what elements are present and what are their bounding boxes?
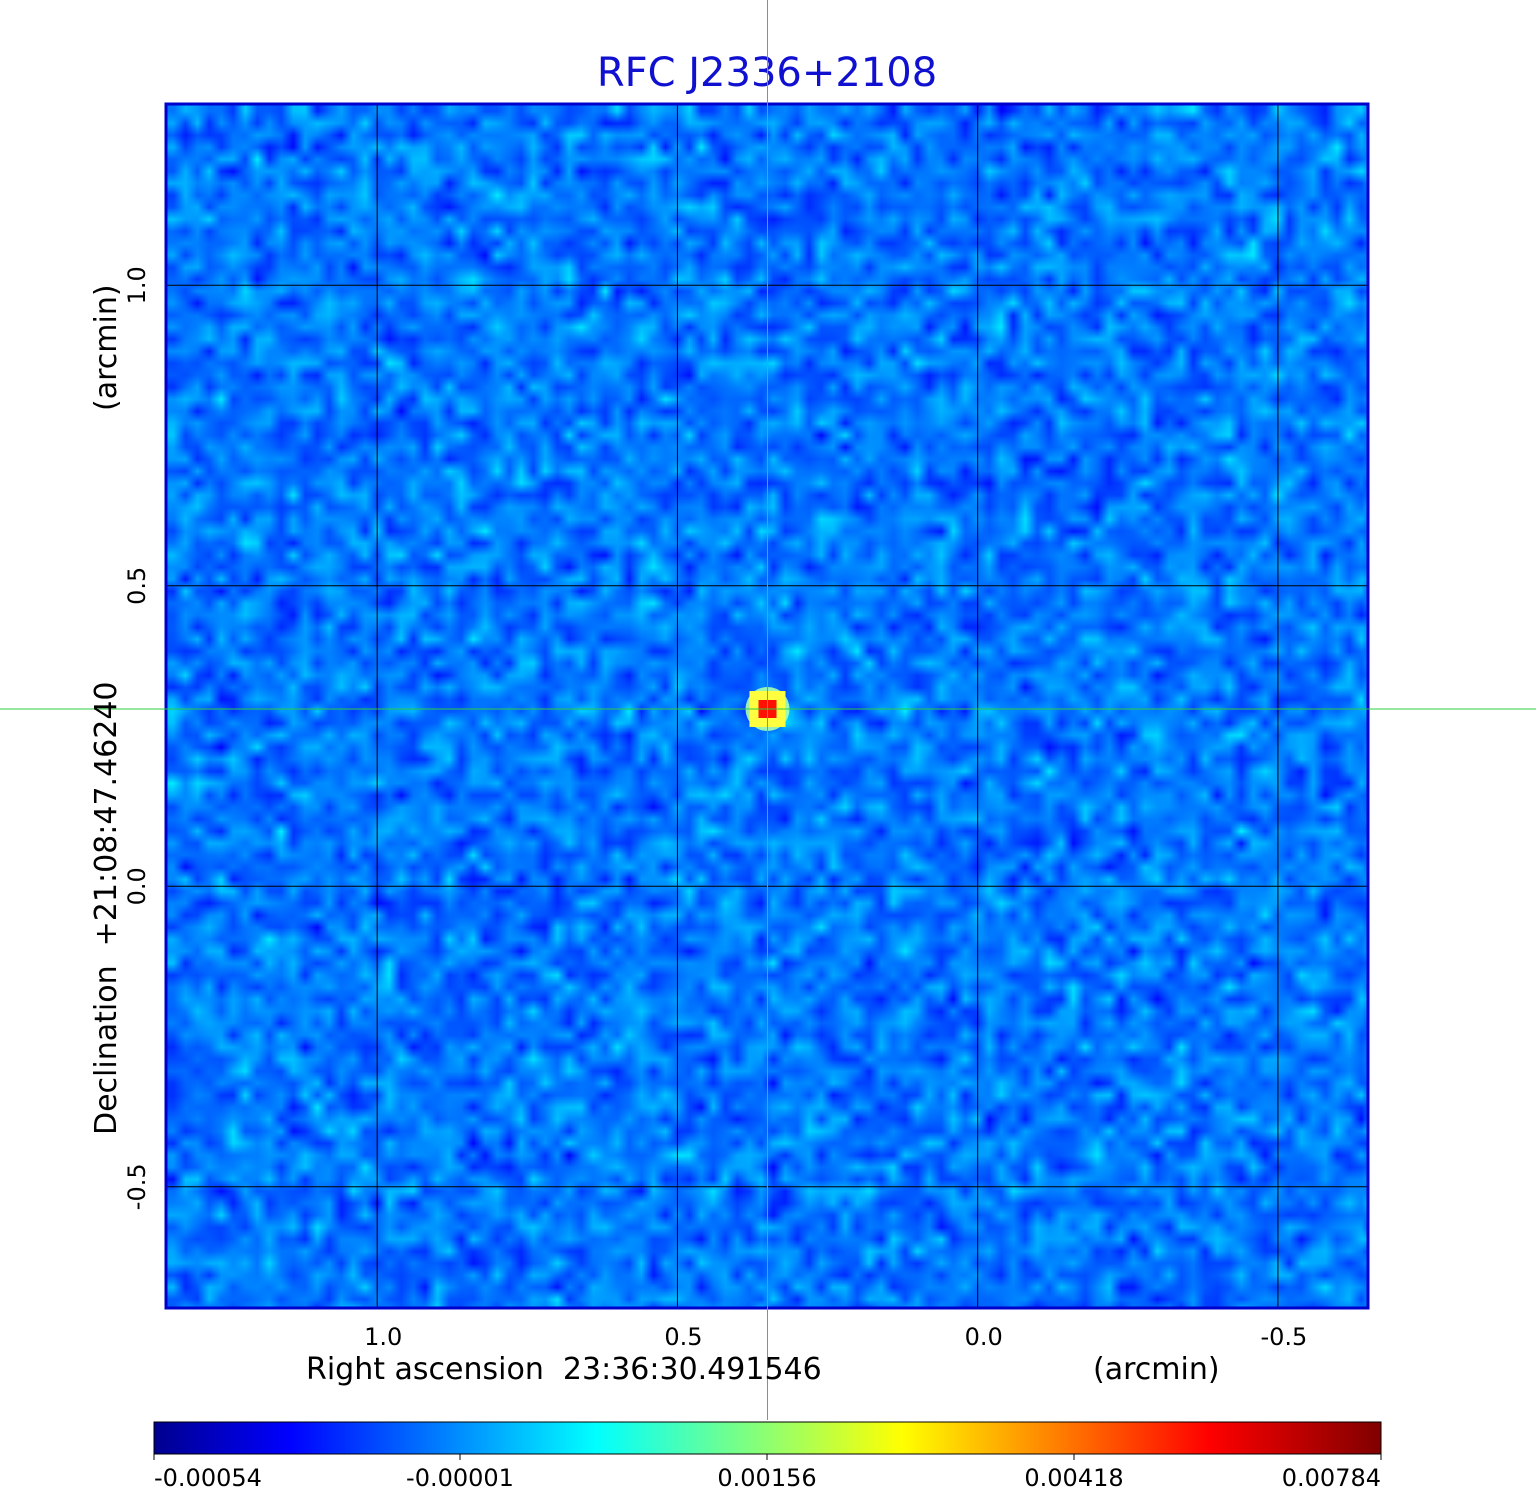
crosshair [0,0,1536,1420]
x-tick-label: 0.5 [664,1323,702,1351]
x-tick-labels: 1.0 0.5 0.0 -0.5 [364,1323,1307,1351]
colorbar-tick-label: -0.00001 [406,1464,514,1492]
colorbar-tick-label: -0.00054 [154,1464,262,1492]
x-tick-label: 0.0 [965,1323,1003,1351]
x-tick-label: -0.5 [1261,1323,1308,1351]
y-axis-unit: (arcmin) [89,284,124,411]
colorbar-tick-label: 0.00418 [1024,1464,1123,1492]
y-axis-label: Declination +21:08:47.46240 [89,681,124,1135]
x-axis-label: Right ascension 23:36:30.491546 [306,1352,822,1387]
colorbar-tick-labels: -0.00054 -0.00001 0.00156 0.00418 0.00784 [153,1454,1382,1492]
x-axis-unit: (arcmin) [1093,1352,1220,1387]
colorbar [153,1421,1382,1455]
y-tick-labels: 1.0 0.5 0.0 -0.5 [123,266,151,1210]
y-tick-label: 0.0 [123,867,151,905]
colorbar-tick-label: 0.00784 [1282,1464,1381,1492]
colorbar-tick-label: 0.00156 [717,1464,816,1492]
y-tick-label: 1.0 [123,266,151,304]
x-tick-label: 1.0 [364,1323,402,1351]
y-tick-label: -0.5 [123,1163,151,1210]
grid-lines [167,105,1368,1307]
y-tick-label: 0.5 [123,567,151,605]
